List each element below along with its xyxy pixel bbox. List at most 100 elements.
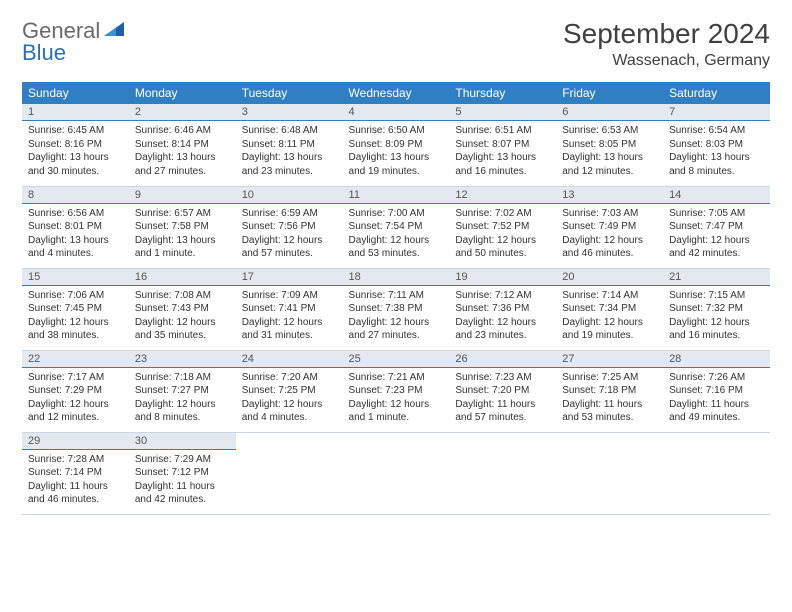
weekday-header-row: Sunday Monday Tuesday Wednesday Thursday… (22, 82, 770, 104)
day-details: Sunrise: 7:09 AMSunset: 7:41 PMDaylight:… (236, 286, 343, 347)
daylight-text: Daylight: 12 hours and 57 minutes. (242, 234, 337, 261)
day-details: Sunrise: 7:20 AMSunset: 7:25 PMDaylight:… (236, 368, 343, 429)
brand-triangle-icon (104, 20, 124, 43)
sunrise-text: Sunrise: 7:29 AM (135, 453, 230, 467)
daylight-text: Daylight: 11 hours and 49 minutes. (669, 398, 764, 425)
sunrise-text: Sunrise: 7:20 AM (242, 371, 337, 385)
calendar-week-row: 15Sunrise: 7:06 AMSunset: 7:45 PMDayligh… (22, 268, 770, 350)
day-details: Sunrise: 7:08 AMSunset: 7:43 PMDaylight:… (129, 286, 236, 347)
calendar-day-cell: 12Sunrise: 7:02 AMSunset: 7:52 PMDayligh… (449, 186, 556, 268)
daylight-text: Daylight: 13 hours and 19 minutes. (349, 151, 444, 178)
calendar-day-cell: 23Sunrise: 7:18 AMSunset: 7:27 PMDayligh… (129, 350, 236, 432)
daylight-text: Daylight: 11 hours and 42 minutes. (135, 480, 230, 507)
daylight-text: Daylight: 12 hours and 12 minutes. (28, 398, 123, 425)
month-title: September 2024 (563, 18, 770, 50)
sunrise-text: Sunrise: 7:09 AM (242, 289, 337, 303)
brand-text-2: Blue (22, 40, 66, 65)
day-details: Sunrise: 7:15 AMSunset: 7:32 PMDaylight:… (663, 286, 770, 347)
sunrise-text: Sunrise: 6:54 AM (669, 124, 764, 138)
sunrise-text: Sunrise: 6:46 AM (135, 124, 230, 138)
sunset-text: Sunset: 8:05 PM (562, 138, 657, 152)
sunset-text: Sunset: 7:49 PM (562, 220, 657, 234)
sunset-text: Sunset: 7:58 PM (135, 220, 230, 234)
day-number: 21 (663, 269, 770, 286)
day-number: 30 (129, 433, 236, 450)
daylight-text: Daylight: 12 hours and 50 minutes. (455, 234, 550, 261)
sunset-text: Sunset: 8:14 PM (135, 138, 230, 152)
calendar-day-cell: 9 Sunrise: 6:57 AMSunset: 7:58 PMDaylight… (129, 186, 236, 268)
day-details: Sunrise: 7:05 AMSunset: 7:47 PMDaylight:… (663, 204, 770, 265)
sunset-text: Sunset: 7:54 PM (349, 220, 444, 234)
day-number: 24 (236, 351, 343, 368)
calendar-week-row: 8Sunrise: 6:56 AMSunset: 8:01 PMDaylight… (22, 186, 770, 268)
weekday-header: Thursday (449, 82, 556, 104)
calendar-day-cell (343, 432, 450, 514)
day-details: Sunrise: 7:26 AMSunset: 7:16 PMDaylight:… (663, 368, 770, 429)
sunrise-text: Sunrise: 7:15 AM (669, 289, 764, 303)
daylight-text: Daylight: 12 hours and 35 minutes. (135, 316, 230, 343)
day-details: Sunrise: 7:03 AMSunset: 7:49 PMDaylight:… (556, 204, 663, 265)
day-number: 26 (449, 351, 556, 368)
daylight-text: Daylight: 13 hours and 1 minute. (135, 234, 230, 261)
day-details: Sunrise: 7:25 AMSunset: 7:18 PMDaylight:… (556, 368, 663, 429)
calendar-day-cell: 13Sunrise: 7:03 AMSunset: 7:49 PMDayligh… (556, 186, 663, 268)
daylight-text: Daylight: 12 hours and 4 minutes. (242, 398, 337, 425)
day-details: Sunrise: 6:59 AMSunset: 7:56 PMDaylight:… (236, 204, 343, 265)
day-number: 8 (22, 187, 129, 204)
daylight-text: Daylight: 13 hours and 23 minutes. (242, 151, 337, 178)
calendar-day-cell: 24Sunrise: 7:20 AMSunset: 7:25 PMDayligh… (236, 350, 343, 432)
day-number: 1 (22, 104, 129, 121)
sunset-text: Sunset: 8:11 PM (242, 138, 337, 152)
day-number: 27 (556, 351, 663, 368)
day-number: 28 (663, 351, 770, 368)
calendar-day-cell: 3Sunrise: 6:48 AMSunset: 8:11 PMDaylight… (236, 104, 343, 186)
sunset-text: Sunset: 7:27 PM (135, 384, 230, 398)
day-details: Sunrise: 7:06 AMSunset: 7:45 PMDaylight:… (22, 286, 129, 347)
calendar-day-cell: 8Sunrise: 6:56 AMSunset: 8:01 PMDaylight… (22, 186, 129, 268)
daylight-text: Daylight: 12 hours and 19 minutes. (562, 316, 657, 343)
sunrise-text: Sunrise: 7:11 AM (349, 289, 444, 303)
calendar-day-cell (449, 432, 556, 514)
calendar-day-cell: 16Sunrise: 7:08 AMSunset: 7:43 PMDayligh… (129, 268, 236, 350)
day-number: 12 (449, 187, 556, 204)
sunset-text: Sunset: 7:34 PM (562, 302, 657, 316)
calendar-week-row: 22Sunrise: 7:17 AMSunset: 7:29 PMDayligh… (22, 350, 770, 432)
day-number: 25 (343, 351, 450, 368)
day-number: 9 (129, 187, 236, 204)
calendar-day-cell: 6Sunrise: 6:53 AMSunset: 8:05 PMDaylight… (556, 104, 663, 186)
sunset-text: Sunset: 8:09 PM (349, 138, 444, 152)
calendar-day-cell: 15Sunrise: 7:06 AMSunset: 7:45 PMDayligh… (22, 268, 129, 350)
sunrise-text: Sunrise: 6:57 AM (135, 207, 230, 221)
daylight-text: Daylight: 13 hours and 30 minutes. (28, 151, 123, 178)
sunrise-text: Sunrise: 7:26 AM (669, 371, 764, 385)
daylight-text: Daylight: 13 hours and 4 minutes. (28, 234, 123, 261)
day-number: 11 (343, 187, 450, 204)
header: General September 2024 Wassenach, German… (22, 18, 770, 70)
calendar-day-cell: 18Sunrise: 7:11 AMSunset: 7:38 PMDayligh… (343, 268, 450, 350)
sunrise-text: Sunrise: 7:08 AM (135, 289, 230, 303)
location-label: Wassenach, Germany (563, 52, 770, 70)
sunset-text: Sunset: 7:32 PM (669, 302, 764, 316)
day-number: 17 (236, 269, 343, 286)
day-details: Sunrise: 7:18 AMSunset: 7:27 PMDaylight:… (129, 368, 236, 429)
day-number: 10 (236, 187, 343, 204)
day-number: 6 (556, 104, 663, 121)
sunrise-text: Sunrise: 6:48 AM (242, 124, 337, 138)
day-number: 4 (343, 104, 450, 121)
day-number: 13 (556, 187, 663, 204)
calendar-day-cell: 26Sunrise: 7:23 AMSunset: 7:20 PMDayligh… (449, 350, 556, 432)
day-number: 22 (22, 351, 129, 368)
sunrise-text: Sunrise: 7:14 AM (562, 289, 657, 303)
sunrise-text: Sunrise: 7:00 AM (349, 207, 444, 221)
sunrise-text: Sunrise: 6:45 AM (28, 124, 123, 138)
day-details: Sunrise: 6:46 AMSunset: 8:14 PMDaylight:… (129, 121, 236, 182)
sunset-text: Sunset: 7:12 PM (135, 466, 230, 480)
calendar-week-row: 29Sunrise: 7:28 AMSunset: 7:14 PMDayligh… (22, 432, 770, 514)
day-number: 19 (449, 269, 556, 286)
daylight-text: Daylight: 12 hours and 16 minutes. (669, 316, 764, 343)
day-number: 14 (663, 187, 770, 204)
day-number: 18 (343, 269, 450, 286)
calendar-day-cell: 19Sunrise: 7:12 AMSunset: 7:36 PMDayligh… (449, 268, 556, 350)
calendar-week-row: 1Sunrise: 6:45 AMSunset: 8:16 PMDaylight… (22, 104, 770, 186)
sunset-text: Sunset: 7:41 PM (242, 302, 337, 316)
